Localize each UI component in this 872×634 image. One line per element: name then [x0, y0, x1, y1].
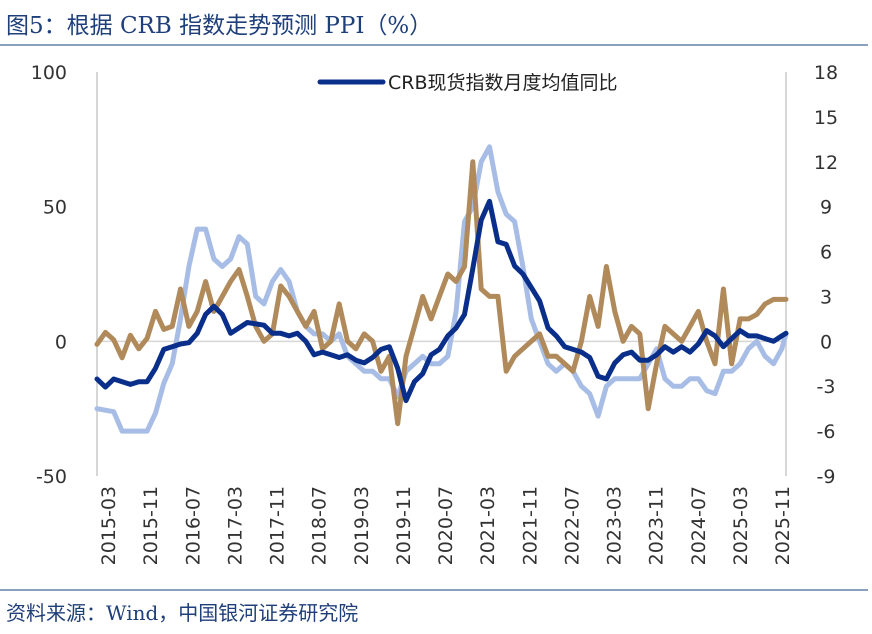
axes [96, 72, 787, 476]
right-tick-label: -6 [817, 421, 836, 443]
x-tick-label: 2023-11 [646, 486, 668, 565]
left-tick-label: 0 [55, 331, 67, 353]
series-line-1 [94, 198, 789, 404]
chart-title: 图5：根据 CRB 指数走势预测 PPI（%） [6, 13, 433, 39]
source-note: 资料来源：Wind，中国银河证券研究院 [6, 601, 359, 625]
x-tick-label: 2025-11 [772, 486, 794, 565]
x-tick-label: 2023-03 [604, 486, 626, 565]
right-tick-label: -9 [817, 466, 836, 488]
x-tick-label: 2025-03 [730, 486, 752, 565]
series-line-3 [94, 159, 789, 427]
x-tick-label: 2024-07 [688, 486, 710, 565]
right-tick-label: 3 [820, 286, 832, 308]
title-divider [0, 44, 868, 46]
right-tick-label: 9 [820, 197, 832, 219]
right-tick-label: 0 [820, 331, 832, 353]
x-tick-label: 2021-03 [477, 486, 499, 565]
legend-label: CRB现货指数月度均值同比 [388, 72, 618, 94]
x-tick-label: 2020-07 [435, 486, 457, 565]
right-tick-label: 6 [820, 242, 832, 264]
x-tick-label: 2015-03 [98, 486, 120, 565]
right-axis-ticks: 18 15 12 9 6 3 0 -3 -6 -9 [814, 62, 838, 488]
right-tick-label: -3 [817, 376, 836, 398]
footer-divider [0, 589, 868, 591]
x-tick-label: 2016-07 [182, 486, 204, 565]
legend: CRB现货指数月度均值同比 [317, 72, 618, 94]
right-tick-label: 15 [814, 107, 838, 129]
left-tick-label: 50 [43, 197, 67, 219]
series-layer [94, 144, 789, 434]
left-tick-label: -50 [36, 466, 67, 488]
right-tick-label: 18 [814, 62, 838, 84]
left-tick-label: 100 [31, 62, 67, 84]
right-tick-label: 12 [814, 152, 838, 174]
x-tick-label: 2018-07 [309, 486, 331, 565]
x-axis-ticks: 2015-03 2015-11 2016-07 2017-03 2017-11 2018-… [98, 486, 794, 565]
x-tick-label: 2022-07 [561, 486, 583, 565]
x-tick-label: 2019-11 [393, 486, 415, 565]
x-tick-label: 2017-11 [267, 486, 289, 565]
left-axis-ticks: 100 50 0 -50 [31, 62, 67, 488]
x-tick-label: 2017-03 [224, 486, 246, 565]
x-tick-label: 2015-11 [140, 486, 162, 565]
x-tick-label: 2021-11 [519, 486, 541, 565]
x-tick-label: 2019-03 [351, 486, 373, 565]
